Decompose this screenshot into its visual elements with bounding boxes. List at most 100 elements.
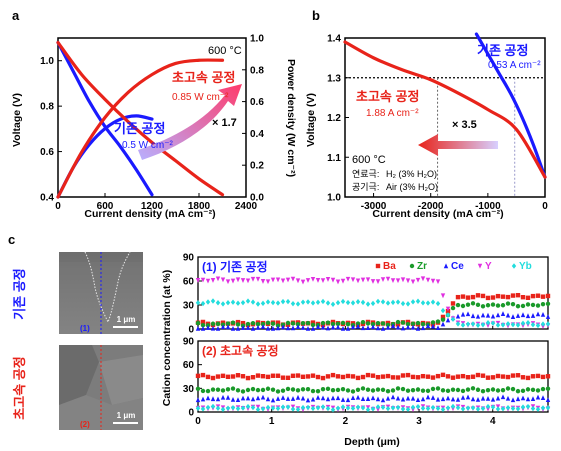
panel-c-point-yb (425, 300, 431, 306)
legend-label-zr: Zr (417, 261, 427, 272)
panel-b-xtick-label: -1000 (475, 201, 501, 212)
panel-c-point-zr (325, 320, 331, 325)
panel-c-point-zr (325, 386, 331, 392)
panel-c-point-ce (290, 396, 296, 401)
panel-c-point-zr (355, 387, 361, 392)
panel-c-point-ba (470, 374, 476, 379)
panel-c-point-ba (205, 374, 211, 380)
panel-c-point-ce (255, 395, 261, 401)
panel-c-point-ba (240, 374, 246, 379)
panel-c-point-ce (210, 325, 216, 331)
panel-c-point-ce (440, 321, 446, 327)
panel-c-point-zr (275, 389, 281, 394)
panel-c-point-y (425, 277, 431, 283)
panel-c-point-ce (405, 324, 411, 330)
panel-c-point-zr (370, 388, 376, 393)
panel-c-point-ce (275, 396, 281, 401)
panel-c-point-y (325, 277, 331, 282)
panel-c-point-zr (435, 319, 441, 324)
panel-c-point-zr (485, 303, 491, 308)
panel-c-ytick-label: 30 (183, 301, 195, 312)
panel-c-point-yb (320, 404, 326, 410)
panel-c-point-yb (220, 406, 226, 413)
panel-c-point-yb (520, 320, 526, 326)
panel-c-point-zr (500, 387, 506, 393)
panel-c-point-ce (470, 313, 476, 319)
panel-c-point-zr (380, 321, 386, 326)
panel-c-point-yb (275, 300, 281, 306)
panel-c-point-ba (325, 374, 331, 379)
panel-c-point-yb (380, 299, 386, 305)
panel-c-point-zr (445, 388, 451, 394)
panel-c-point-y (260, 279, 266, 284)
panel-c-point-ce (300, 325, 306, 330)
panel-c-point-ce (540, 312, 546, 317)
panel-c-point-y (265, 279, 271, 285)
panel-c-point-zr (215, 387, 221, 392)
panel-c-point-yb (465, 321, 471, 327)
panel-a-label-old: 기존 공정 (114, 121, 165, 136)
panel-c-point-yb (525, 320, 531, 326)
panel-a-ytick-label: 0.8 (40, 102, 54, 113)
panel-c-point-ba (455, 294, 461, 300)
panel-b-ytick-label: 1.0 (327, 193, 341, 204)
panel-c-point-ba (475, 372, 481, 378)
panel-c-point-ba (285, 375, 291, 381)
panel-c-point-yb (205, 299, 211, 305)
panel-c-point-zr (245, 321, 251, 327)
panel-c-point-ba (510, 373, 516, 378)
panel-c-point-zr (460, 388, 466, 394)
panel-c-point-ba (490, 295, 496, 300)
panel-c-point-y (390, 278, 396, 284)
panel-c-point-yb (370, 406, 376, 412)
panel-c-point-ba (310, 373, 316, 378)
panel-c-point-ce (350, 324, 356, 330)
micrograph-index-1: (1) (80, 324, 90, 333)
panel-c-point-yb (310, 300, 316, 306)
panel-c-point-zr (405, 322, 411, 327)
panel-c-point-ce (330, 395, 336, 401)
panel-c-point-ba (500, 294, 506, 299)
panel-c-point-ce (370, 324, 376, 330)
panel-c-point-ce (505, 395, 511, 401)
panel-c-point-ba (500, 374, 506, 379)
panel-c-point-zr (205, 388, 211, 394)
panel-c-point-ba (245, 375, 251, 381)
panel-c-point-ce (275, 325, 281, 331)
panel-a-y2tick-label: 0.4 (250, 129, 264, 140)
panel-c-point-ba (515, 373, 521, 378)
panel-c-point-ce (310, 396, 316, 402)
panel-b-series-red (343, 40, 547, 179)
panel-c-point-y (235, 277, 241, 283)
panel-a-label-new: 초고속 공정 (172, 70, 235, 85)
panel-c-point-ce (360, 325, 366, 331)
panel-c-point-zr (455, 302, 461, 308)
panel-c-point-ba (495, 373, 501, 379)
panel-c-point-yb (490, 404, 496, 410)
legend-marker-ce (443, 263, 449, 269)
panel-c-point-zr (210, 387, 216, 392)
panel-c-point-y (300, 279, 306, 285)
panel-c-point-zr (475, 387, 481, 392)
panel-c-point-zr (375, 321, 381, 326)
panel-c-point-yb (360, 299, 366, 306)
panel-c-point-y (415, 277, 421, 283)
panel-c-point-yb (410, 404, 416, 410)
panel-a-series-red-voltage (56, 40, 225, 197)
panel-c-point-zr (310, 322, 316, 328)
panel-b-ytick-label: 1.4 (327, 34, 341, 45)
panel-c-point-yb (340, 404, 346, 410)
panel-c-point-yb (545, 405, 551, 411)
panel-c-point-ba (525, 375, 531, 381)
panel-c-point-y (370, 279, 376, 284)
panel-c-point-y (315, 278, 321, 283)
panel-c-point-zr (480, 304, 486, 309)
panel-a-xlabel: Current density (mA cm⁻²) (84, 208, 215, 220)
panel-label-a: a (12, 8, 20, 23)
panel-c-point-ba (300, 374, 306, 380)
panel-c-point-ce (535, 394, 541, 400)
panel-c-point-ce (435, 396, 441, 402)
panel-c-point-yb (235, 405, 241, 412)
panel-c-xtick-label: 2 (343, 416, 349, 427)
panel-c-point-y (270, 277, 276, 283)
